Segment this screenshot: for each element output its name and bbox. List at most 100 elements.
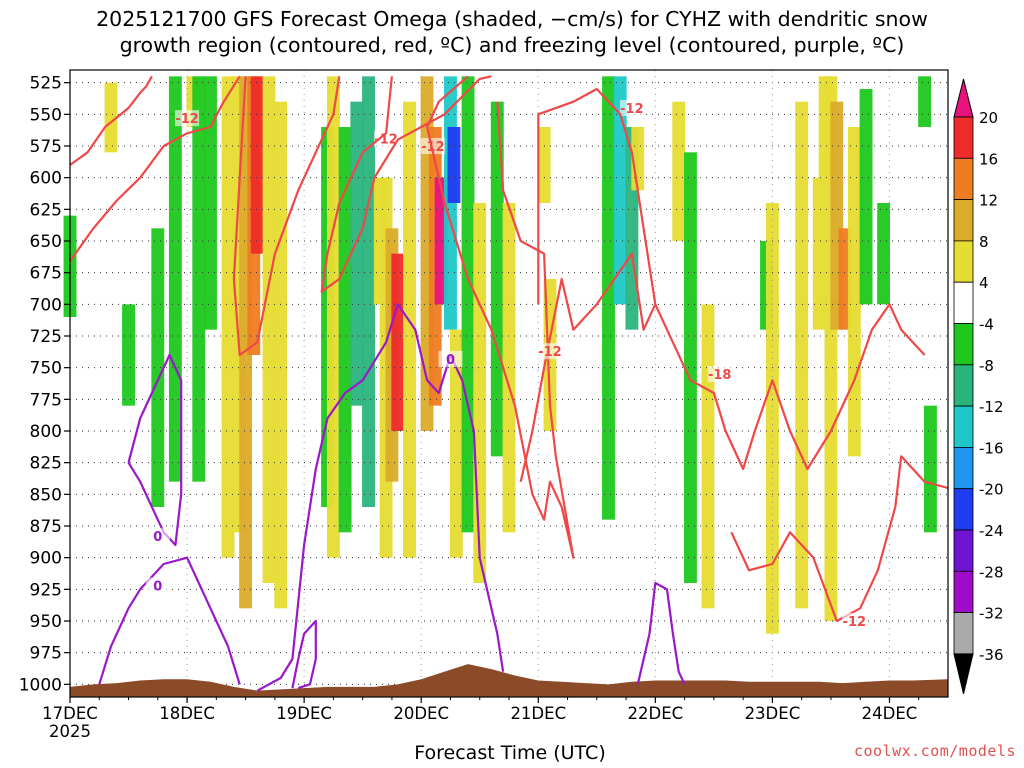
- omega-cell: [490, 101, 504, 457]
- x-tick-label: 18DEC: [159, 704, 215, 723]
- omega-cell: [362, 76, 375, 507]
- contour-label-bg: [420, 138, 445, 154]
- omega-cell: [701, 304, 715, 609]
- colorbar-label: -24: [979, 522, 1004, 540]
- colorbar-label: 12: [979, 192, 998, 210]
- omega-cell: [151, 228, 165, 508]
- contour-line: [232, 76, 341, 357]
- omega-cell: [122, 304, 135, 406]
- colorbar-bottom-arrow: [953, 653, 974, 695]
- omega-cell: [250, 76, 264, 254]
- colorbar-swatch: [953, 570, 974, 613]
- colorbar-swatch: [953, 157, 974, 201]
- x-tick-label: 17DEC: [42, 704, 98, 723]
- y-tick-label: 800: [30, 422, 62, 442]
- colorbar-label: 16: [979, 150, 998, 168]
- omega-cell: [192, 76, 206, 482]
- colorbar-swatch: [953, 364, 974, 407]
- terrain-fill: [70, 664, 948, 697]
- colorbar-label: 8: [979, 233, 989, 251]
- y-tick-label: 775: [30, 390, 62, 410]
- contour-label-bg: [374, 130, 399, 147]
- y-tick-label: 575: [30, 137, 62, 157]
- y-tick-label: 850: [30, 485, 62, 505]
- colorbar-label: -28: [979, 563, 1004, 581]
- contour-line: [127, 353, 183, 547]
- chart-title-line-2: growth region (contoured, red, ºC) and f…: [119, 33, 905, 57]
- omega-cell: [391, 253, 405, 431]
- contour-label: -18: [708, 368, 732, 383]
- contour-line: [69, 75, 241, 262]
- contour-label-bg: [438, 350, 463, 367]
- x-axis-label: Forecast Time (UTC): [414, 742, 606, 764]
- y-axis: 525 550 575 600 625 650 675 700 725 750 775 800 825 8…: [19, 74, 70, 695]
- contour-label: -12: [843, 615, 867, 630]
- y-tick-label: 525: [30, 74, 62, 94]
- omega-cell: [613, 76, 627, 305]
- y-tick-label: 825: [30, 454, 62, 474]
- contour-label: -12: [538, 345, 562, 360]
- omega-cell: [221, 76, 235, 558]
- contour-label-bg: [707, 366, 732, 382]
- colorbar-swatch: [953, 405, 974, 448]
- omega-cell: [326, 76, 340, 558]
- contour-line: [426, 75, 575, 559]
- colorbar-swatch: [953, 488, 974, 531]
- omega-cell: [537, 127, 551, 203]
- contour-label: 0: [153, 530, 162, 545]
- x-tick-label: 21DEC: [510, 704, 566, 723]
- y-tick-label: 700: [30, 295, 62, 315]
- contour-label: -12: [175, 112, 199, 127]
- y-tick-label: 675: [30, 264, 62, 284]
- omega-cell: [104, 82, 118, 153]
- colorbar-swatch: [953, 446, 974, 490]
- omega-cell: [859, 89, 873, 305]
- y-tick-label: 925: [30, 580, 62, 600]
- contour-line: [636, 581, 686, 685]
- omega-cell: [672, 101, 686, 242]
- y-tick-label: 875: [30, 517, 62, 537]
- colorbar-swatch: [953, 612, 974, 655]
- omega-cell: [204, 76, 217, 330]
- omega-cell: [812, 177, 826, 330]
- omega-cell: [795, 101, 809, 609]
- x-tick-label: 20DEC: [393, 704, 449, 723]
- contour-line: [98, 556, 241, 685]
- colorbar-swatch: [953, 323, 974, 366]
- colorbar-swatch: [953, 240, 974, 283]
- omega-cell: [877, 203, 891, 305]
- contour-label-bg: [145, 577, 170, 594]
- contour-label-bg: [619, 100, 644, 116]
- x-tick-label: 19DEC: [276, 704, 332, 723]
- omega-cell: [924, 405, 937, 533]
- colorbar-label: 20: [979, 109, 998, 127]
- contour-label: 0: [153, 580, 162, 595]
- y-tick-label: 950: [30, 612, 62, 632]
- colorbar-label: -20: [979, 481, 1004, 499]
- contour-line: [291, 619, 317, 690]
- colorbar-swatch: [953, 199, 974, 242]
- colorbar-label: -32: [979, 605, 1004, 623]
- colorbar-swatch: [953, 281, 974, 324]
- x-axis: 17DEC 18DEC 19DEC 20DEC 21DEC 22DEC 23DEC 24DEC…: [42, 697, 920, 741]
- y-tick-label: 750: [30, 359, 62, 379]
- colorbar-label: 4: [979, 274, 989, 292]
- contour-label-bg: [842, 613, 867, 629]
- omega-cell: [602, 76, 615, 520]
- contour-line: [256, 303, 505, 692]
- x-tick-label: 23DEC: [745, 704, 801, 723]
- y-tick-label: 650: [30, 232, 62, 252]
- x-tick-label: 24DEC: [862, 704, 918, 723]
- y-tick-label: 725: [30, 327, 62, 347]
- contour-label: -12: [374, 132, 398, 147]
- contour-label: 0: [446, 353, 455, 368]
- colorbar-swatch: [953, 116, 974, 159]
- colorbar-top-arrow: [953, 78, 974, 118]
- x-tick-label: 22DEC: [628, 704, 684, 723]
- colorbar-swatch: [953, 529, 974, 572]
- chart-title: 2025121700 GFS Forecast Omega (shaded, −…: [0, 6, 1024, 58]
- chart-title-line-1: 2025121700 GFS Forecast Omega (shaded, −…: [96, 7, 928, 31]
- colorbar-label: -4: [979, 316, 994, 334]
